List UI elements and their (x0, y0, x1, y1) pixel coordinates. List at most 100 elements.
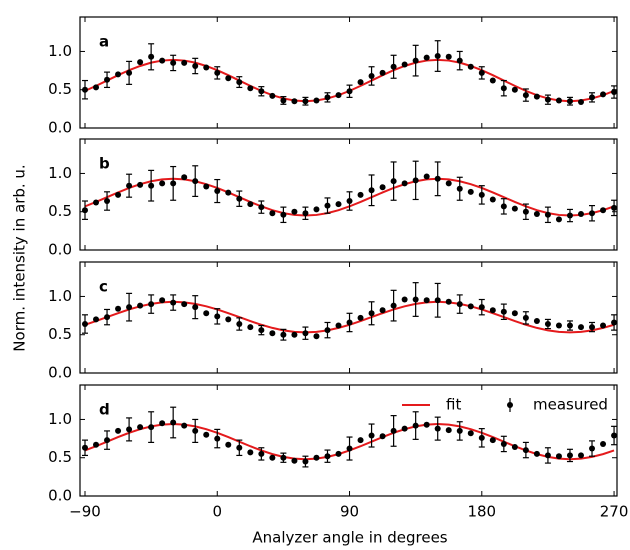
data-point (93, 316, 100, 323)
data-point (511, 205, 518, 212)
data-point (192, 62, 199, 69)
data-point (423, 421, 430, 428)
data-point (104, 76, 111, 83)
data-point (357, 437, 364, 444)
data-point (280, 211, 287, 218)
x-tick-label: 90 (340, 503, 359, 521)
data-point (589, 94, 596, 101)
data-point (203, 310, 210, 317)
data-point (313, 333, 320, 340)
data-point (555, 453, 562, 460)
data-point (280, 454, 287, 461)
data-point (522, 447, 529, 454)
data-point (236, 79, 243, 86)
data-point (236, 321, 243, 328)
data-point (137, 181, 144, 188)
data-point (181, 422, 188, 429)
data-point (566, 452, 573, 459)
data-point (313, 206, 320, 213)
data-point (489, 307, 496, 314)
data-point (269, 210, 276, 217)
y-tick-label: 0.5 (48, 448, 72, 466)
data-point (148, 53, 155, 60)
data-point (478, 191, 485, 198)
data-point (511, 86, 518, 93)
data-point (533, 450, 540, 457)
data-point (401, 61, 408, 68)
data-point (600, 440, 607, 447)
data-point (368, 310, 375, 317)
y-tick-label: 0.5 (48, 80, 72, 98)
data-point (324, 453, 331, 460)
data-point (346, 319, 353, 326)
data-point (401, 296, 408, 303)
data-point (368, 72, 375, 79)
data-point (600, 91, 607, 98)
data-point (357, 79, 364, 86)
data-point (445, 427, 452, 434)
data-point (81, 321, 88, 328)
data-point (500, 308, 507, 315)
data-point (302, 98, 309, 105)
y-tick-label: 0.5 (48, 202, 72, 220)
data-point (489, 77, 496, 84)
data-point (148, 424, 155, 431)
data-point (511, 444, 518, 451)
data-point (247, 449, 254, 456)
data-point (214, 313, 221, 320)
data-point (434, 425, 441, 432)
data-point (335, 322, 342, 329)
data-point (104, 314, 111, 321)
data-point (467, 63, 474, 70)
data-point (467, 188, 474, 195)
x-axis-label: Analyzer angle in degrees (252, 529, 447, 547)
panel-frame (79, 261, 618, 374)
data-point (148, 301, 155, 308)
data-point (544, 321, 551, 328)
x-tick-label: 0 (212, 503, 222, 521)
legend-marker (507, 402, 513, 408)
data-point (379, 307, 386, 314)
data-point (478, 434, 485, 441)
data-point (600, 207, 607, 214)
y-tick-label: 1.0 (48, 164, 72, 182)
data-point (137, 302, 144, 309)
data-point (81, 207, 88, 214)
data-point (467, 430, 474, 437)
data-point (489, 196, 496, 203)
x-tick-label: 270 (600, 503, 629, 521)
y-tick-label: 0.0 (48, 487, 72, 505)
data-point (258, 450, 265, 457)
data-point (544, 452, 551, 459)
data-point (412, 57, 419, 64)
data-point (489, 437, 496, 444)
data-point (291, 457, 298, 464)
data-point (500, 85, 507, 92)
data-point (170, 419, 177, 426)
data-point (577, 452, 584, 459)
panel-frame (79, 384, 618, 497)
data-point (335, 201, 342, 208)
data-point (434, 297, 441, 304)
data-point (423, 173, 430, 180)
y-tick-label: 0.0 (48, 241, 72, 259)
data-point (280, 97, 287, 104)
data-point (137, 424, 144, 431)
data-point (225, 75, 232, 82)
data-point (611, 204, 618, 211)
data-point (611, 432, 618, 439)
data-point (346, 88, 353, 95)
data-point (137, 59, 144, 66)
panel-label: b (99, 155, 110, 173)
data-point (269, 92, 276, 99)
data-point (214, 69, 221, 76)
data-point (544, 211, 551, 218)
data-point (577, 98, 584, 105)
data-point (192, 304, 199, 311)
data-point (445, 298, 452, 305)
data-point (115, 305, 122, 312)
data-point (522, 92, 529, 99)
x-tick-label: −90 (69, 503, 101, 521)
data-point (214, 188, 221, 195)
panel-label: d (99, 401, 110, 419)
